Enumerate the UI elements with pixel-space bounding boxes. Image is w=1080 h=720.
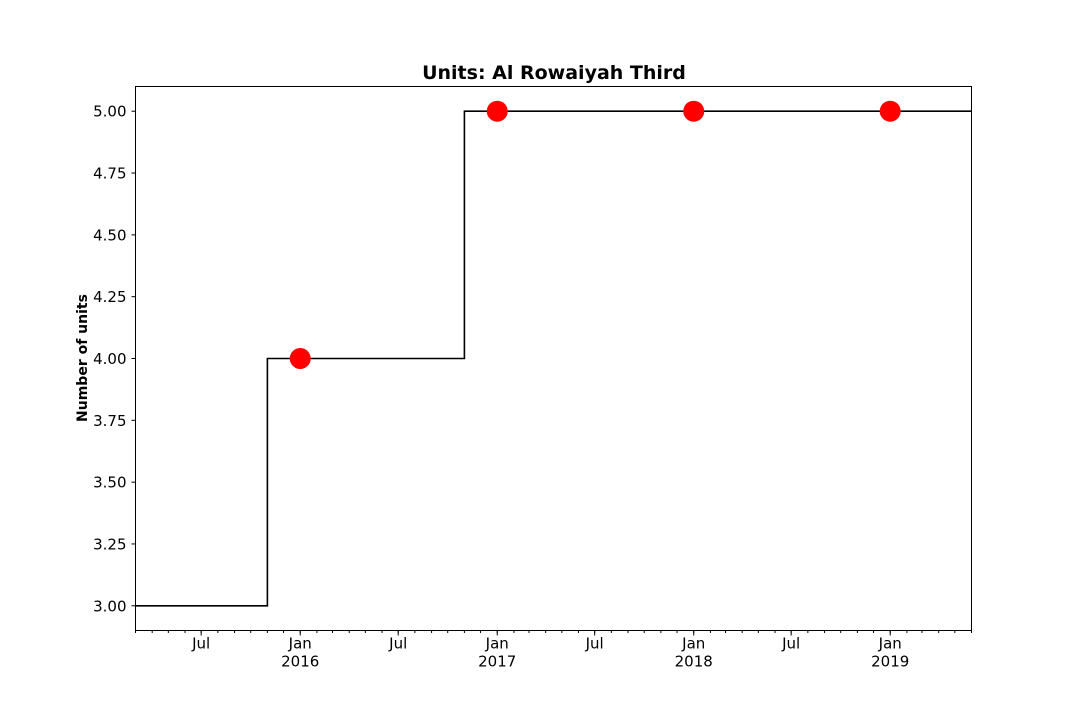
- step-line-series: [135, 110, 972, 607]
- data-point-marker: [289, 348, 311, 369]
- y-tick-label: 3.75: [93, 412, 126, 430]
- x-tick-year-label: 2017: [478, 653, 516, 671]
- x-tick-label: Jul: [191, 635, 210, 653]
- x-tick-label: Jan: [485, 635, 509, 653]
- y-tick-label: 3.25: [93, 535, 126, 553]
- data-point-marker: [879, 100, 901, 122]
- x-tick-label: Jan: [878, 635, 902, 653]
- plot-area: [135, 100, 972, 607]
- axes-frame: [135, 86, 972, 631]
- data-point-marker: [683, 100, 705, 122]
- x-tick-label: Jan: [288, 635, 312, 653]
- y-tick-label: 4.00: [93, 350, 126, 368]
- y-tick-label: 3.50: [93, 474, 126, 492]
- y-axis-label: Number of units: [75, 294, 91, 422]
- x-tick-year-label: 2019: [871, 653, 909, 671]
- y-tick-label: 5.00: [93, 103, 126, 121]
- x-tick-year-label: 2016: [281, 653, 319, 671]
- y-tick-label: 4.75: [93, 165, 126, 183]
- y-tick-label: 4.50: [93, 226, 126, 244]
- x-tick-year-label: 2018: [675, 653, 713, 671]
- y-tick-label: 3.00: [93, 597, 126, 615]
- x-tick-label: Jul: [388, 635, 407, 653]
- x-tick-label: Jul: [781, 635, 800, 653]
- x-tick-label: Jan: [681, 635, 705, 653]
- data-point-marker: [486, 100, 508, 122]
- y-tick-label: 4.25: [93, 288, 126, 306]
- chart-title: Units: Al Rowaiyah Third: [422, 62, 686, 84]
- x-tick-label: Jul: [585, 635, 604, 653]
